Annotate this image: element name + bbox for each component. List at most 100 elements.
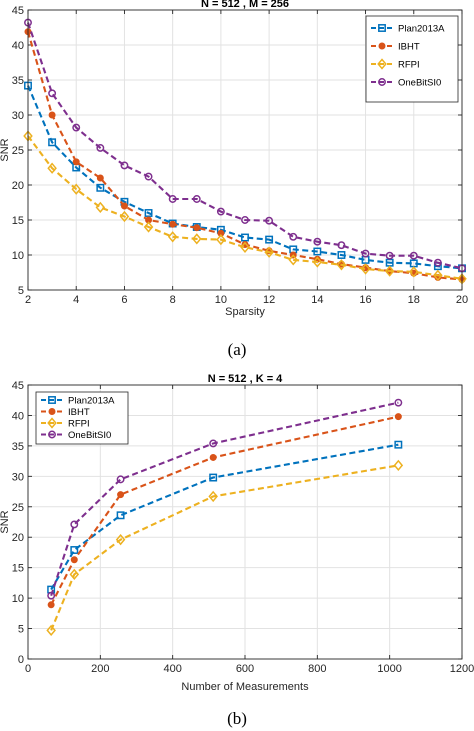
y-tick-label: 45 bbox=[12, 5, 24, 17]
data-point bbox=[216, 233, 226, 246]
y-tick-label: 40 bbox=[12, 40, 24, 52]
data-point bbox=[95, 201, 106, 214]
data-point bbox=[394, 398, 403, 407]
data-point bbox=[96, 183, 105, 192]
data-point bbox=[265, 216, 274, 225]
x-tick-label: 400 bbox=[163, 663, 181, 675]
data-point bbox=[96, 143, 105, 152]
data-point bbox=[312, 256, 323, 268]
x-tick-label: 4 bbox=[73, 294, 79, 306]
plot-frame bbox=[27, 384, 463, 660]
y-tick-label: 5 bbox=[18, 624, 24, 636]
data-point bbox=[168, 195, 177, 203]
x-tick-label: 0 bbox=[25, 663, 31, 675]
data-point bbox=[120, 202, 128, 210]
plot-frame bbox=[27, 9, 463, 291]
data-point bbox=[240, 241, 250, 253]
series-line bbox=[27, 22, 463, 270]
data-point bbox=[48, 111, 56, 119]
data-point bbox=[336, 259, 347, 271]
data-point bbox=[433, 269, 443, 281]
x-axis-label: Sparsity bbox=[225, 306, 265, 318]
y-tick-label: 30 bbox=[12, 110, 24, 122]
data-point bbox=[209, 439, 218, 448]
data-point bbox=[70, 556, 78, 564]
y-tick-label: 40 bbox=[12, 410, 24, 422]
legend-marker bbox=[48, 430, 56, 439]
data-point bbox=[96, 174, 104, 182]
x-tick-label: 6 bbox=[121, 294, 127, 306]
data-point bbox=[265, 235, 274, 244]
x-tick-label: 12 bbox=[263, 294, 275, 306]
data-point bbox=[264, 246, 274, 258]
series-line bbox=[50, 443, 399, 591]
x-axis-label: Number of Measurements bbox=[181, 681, 309, 693]
y-axis-label: SNR bbox=[0, 138, 11, 161]
data-point bbox=[337, 241, 346, 250]
legend-marker bbox=[377, 58, 387, 70]
data-point bbox=[393, 459, 404, 472]
x-tick-label: 1000 bbox=[377, 663, 401, 675]
legend-label: RFPI bbox=[68, 419, 90, 430]
data-point bbox=[208, 490, 218, 503]
data-point bbox=[144, 172, 153, 181]
data-point bbox=[69, 568, 80, 581]
data-point bbox=[72, 123, 81, 132]
data-point bbox=[119, 210, 130, 223]
data-point bbox=[48, 138, 57, 147]
chart-a: 2 4 6 8 10 12 14 16 18 20 5 10 15 20 25 30 35 40 45 N = 512… bbox=[0, 0, 468, 359]
data-point bbox=[361, 249, 370, 258]
chart-b: 0 200 400 600 800 1000 1200 0 5 10 15 20 25 30 35 40 45 N… bbox=[0, 373, 474, 728]
legend-marker bbox=[47, 417, 57, 429]
data-point bbox=[47, 591, 56, 600]
legend-label: OneBitSI0 bbox=[398, 78, 441, 89]
legend-item-rfpi: RFPI bbox=[41, 417, 90, 430]
chart-title: N = 512 , K = 4 bbox=[208, 373, 283, 385]
y-tick-label: 25 bbox=[12, 145, 24, 157]
data-point bbox=[241, 216, 249, 224]
data-point bbox=[288, 254, 299, 266]
legend-marker bbox=[48, 408, 56, 415]
data-point bbox=[143, 221, 154, 233]
legend-marker bbox=[48, 396, 56, 404]
data-point bbox=[120, 161, 129, 170]
data-point bbox=[46, 624, 56, 637]
data-point bbox=[115, 533, 126, 546]
figure-caption: (a) bbox=[228, 340, 247, 359]
x-tick-label: 2 bbox=[25, 294, 31, 306]
series-line bbox=[27, 135, 463, 280]
data-point bbox=[71, 183, 82, 195]
data-point bbox=[394, 413, 402, 421]
data-point bbox=[116, 475, 125, 484]
legend-item-ibht: IBHT bbox=[371, 42, 420, 53]
x-tick-label: 18 bbox=[408, 294, 420, 306]
data-point bbox=[394, 440, 403, 449]
data-point bbox=[313, 247, 322, 256]
legend-item-plan2013a: Plan2013A bbox=[371, 24, 445, 35]
x-tick-label: 10 bbox=[215, 294, 227, 306]
series-onebitsi0 bbox=[24, 18, 466, 273]
data-point bbox=[70, 520, 79, 529]
y-tick-label: 0 bbox=[18, 654, 24, 666]
y-tick-label: 15 bbox=[12, 563, 24, 575]
data-point bbox=[47, 162, 57, 174]
data-point bbox=[191, 233, 202, 245]
data-point bbox=[216, 207, 225, 216]
data-point bbox=[289, 232, 298, 241]
series-ibht bbox=[47, 413, 402, 609]
data-point bbox=[144, 209, 153, 217]
chart-title: N = 512 , M = 256 bbox=[201, 0, 289, 10]
x-tick-label: 600 bbox=[236, 663, 254, 675]
y-axis-label: SNR bbox=[0, 510, 11, 533]
x-tick-label: 1200 bbox=[450, 663, 474, 675]
data-point bbox=[116, 511, 125, 520]
data-point bbox=[169, 220, 177, 228]
data-point bbox=[337, 251, 346, 259]
data-point bbox=[209, 473, 218, 482]
x-tick-label: 20 bbox=[456, 294, 468, 306]
x-tick-label: 14 bbox=[311, 294, 323, 306]
series-onebitsi0 bbox=[47, 398, 403, 600]
x-tick-label: 16 bbox=[359, 294, 371, 306]
data-point bbox=[241, 233, 249, 242]
